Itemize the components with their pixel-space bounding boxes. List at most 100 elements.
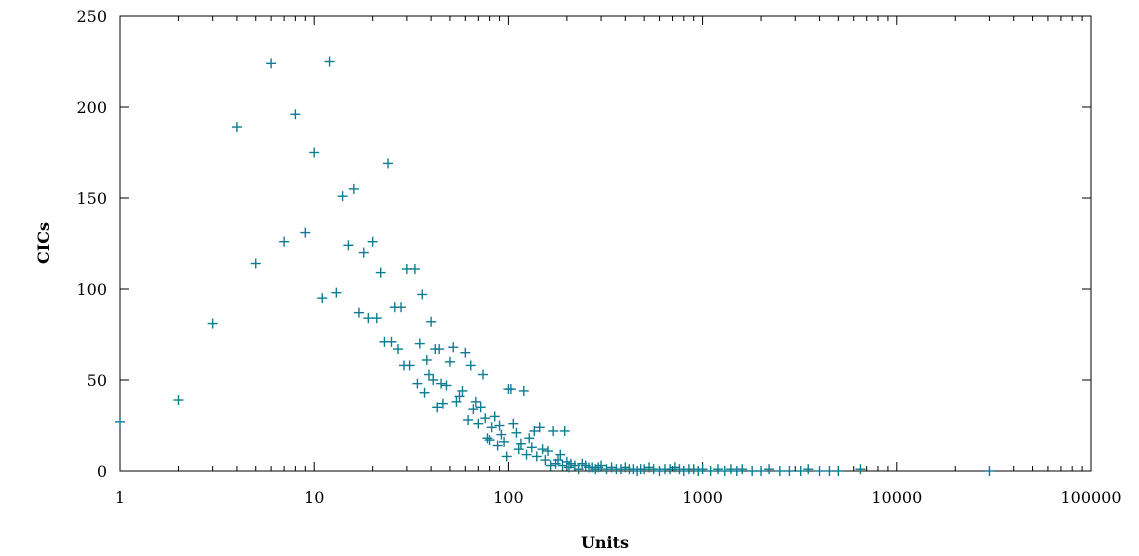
y-tick-label: 100 — [76, 280, 107, 299]
y-tick-labels: 0 50 100 150 200 250 — [76, 7, 107, 481]
data-point — [833, 466, 844, 476]
data-point — [463, 415, 474, 426]
data-point — [524, 433, 535, 444]
data-point — [534, 422, 545, 433]
data-point — [705, 466, 716, 476]
y-tick-label: 250 — [76, 7, 107, 26]
data-point — [795, 466, 806, 476]
data-point — [596, 460, 607, 471]
data-point — [457, 385, 468, 396]
x-tick-labels: 1 10 100 1000 10000 100000 — [115, 488, 1122, 507]
y-tick-label: 150 — [76, 189, 107, 208]
data-point — [712, 464, 723, 475]
data-point — [511, 427, 522, 438]
data-point — [697, 464, 708, 475]
data-point — [417, 289, 428, 300]
y-axis-title: CICs — [34, 222, 53, 264]
data-point — [343, 240, 354, 251]
data-point — [331, 287, 342, 298]
data-point — [573, 464, 584, 475]
data-point — [436, 378, 447, 389]
data-point — [518, 385, 529, 396]
data-point — [468, 404, 479, 415]
data-point — [545, 460, 556, 471]
data-point — [421, 354, 432, 365]
data-point — [482, 433, 493, 444]
data-point — [774, 466, 785, 476]
data-point — [250, 258, 261, 269]
data-point — [555, 449, 566, 460]
data-point — [434, 344, 445, 355]
data-point — [279, 236, 290, 247]
x-tick-label: 10 — [304, 488, 324, 507]
data-point — [324, 56, 335, 67]
data-point — [367, 236, 378, 247]
x-tick-label: 10000 — [871, 488, 922, 507]
data-point — [337, 191, 348, 202]
data-point — [115, 416, 125, 427]
data-point — [648, 464, 659, 475]
data-point — [737, 464, 748, 475]
data-point — [494, 420, 505, 431]
data-point — [531, 451, 542, 462]
data-point — [693, 466, 704, 476]
data-point — [375, 267, 386, 278]
data-point — [803, 464, 814, 475]
data-point — [419, 387, 430, 398]
x-tick-label: 100 — [493, 488, 524, 507]
data-point — [404, 360, 415, 371]
data-point — [725, 464, 736, 475]
data-point — [984, 466, 995, 476]
data-point — [426, 316, 437, 327]
data-point — [353, 307, 364, 318]
data-point — [784, 466, 795, 476]
data-point — [764, 464, 775, 475]
data-point — [615, 464, 626, 475]
data-point — [601, 464, 612, 475]
y-tick-label: 0 — [97, 462, 107, 481]
data-point — [665, 464, 676, 475]
data-point — [508, 418, 519, 429]
data-point — [290, 109, 301, 120]
data-point — [409, 263, 420, 274]
data-point — [454, 391, 465, 402]
data-point — [526, 442, 537, 453]
data-point — [437, 398, 448, 409]
data-point — [451, 396, 462, 407]
data-point — [855, 464, 866, 475]
data-point — [529, 425, 540, 436]
data-point — [412, 378, 423, 389]
data-point — [537, 444, 548, 455]
data-point — [486, 422, 497, 433]
data-point — [521, 449, 532, 460]
data-point — [473, 418, 484, 429]
data-point — [719, 466, 730, 476]
data-point — [824, 466, 835, 476]
data-point — [489, 411, 500, 422]
data-point — [513, 444, 524, 455]
data-point — [606, 462, 617, 473]
data-point — [561, 456, 572, 467]
data-point — [358, 247, 369, 258]
y-tick-label: 50 — [87, 371, 107, 390]
data-point — [492, 440, 503, 451]
data-point — [756, 466, 767, 476]
data-point — [470, 396, 481, 407]
data-point — [414, 338, 425, 349]
data-point — [392, 344, 403, 355]
data-point — [501, 451, 512, 462]
data-point — [505, 384, 516, 395]
data-point — [639, 464, 650, 475]
data-point — [348, 183, 359, 194]
data-point — [173, 395, 184, 406]
data-point — [441, 380, 452, 391]
data-point — [496, 429, 507, 440]
data-point — [747, 466, 758, 476]
data-point — [207, 318, 218, 329]
data-point — [814, 466, 825, 476]
data-point — [669, 462, 680, 473]
data-point — [731, 466, 742, 476]
data-point — [674, 464, 685, 475]
data-point — [444, 356, 455, 367]
